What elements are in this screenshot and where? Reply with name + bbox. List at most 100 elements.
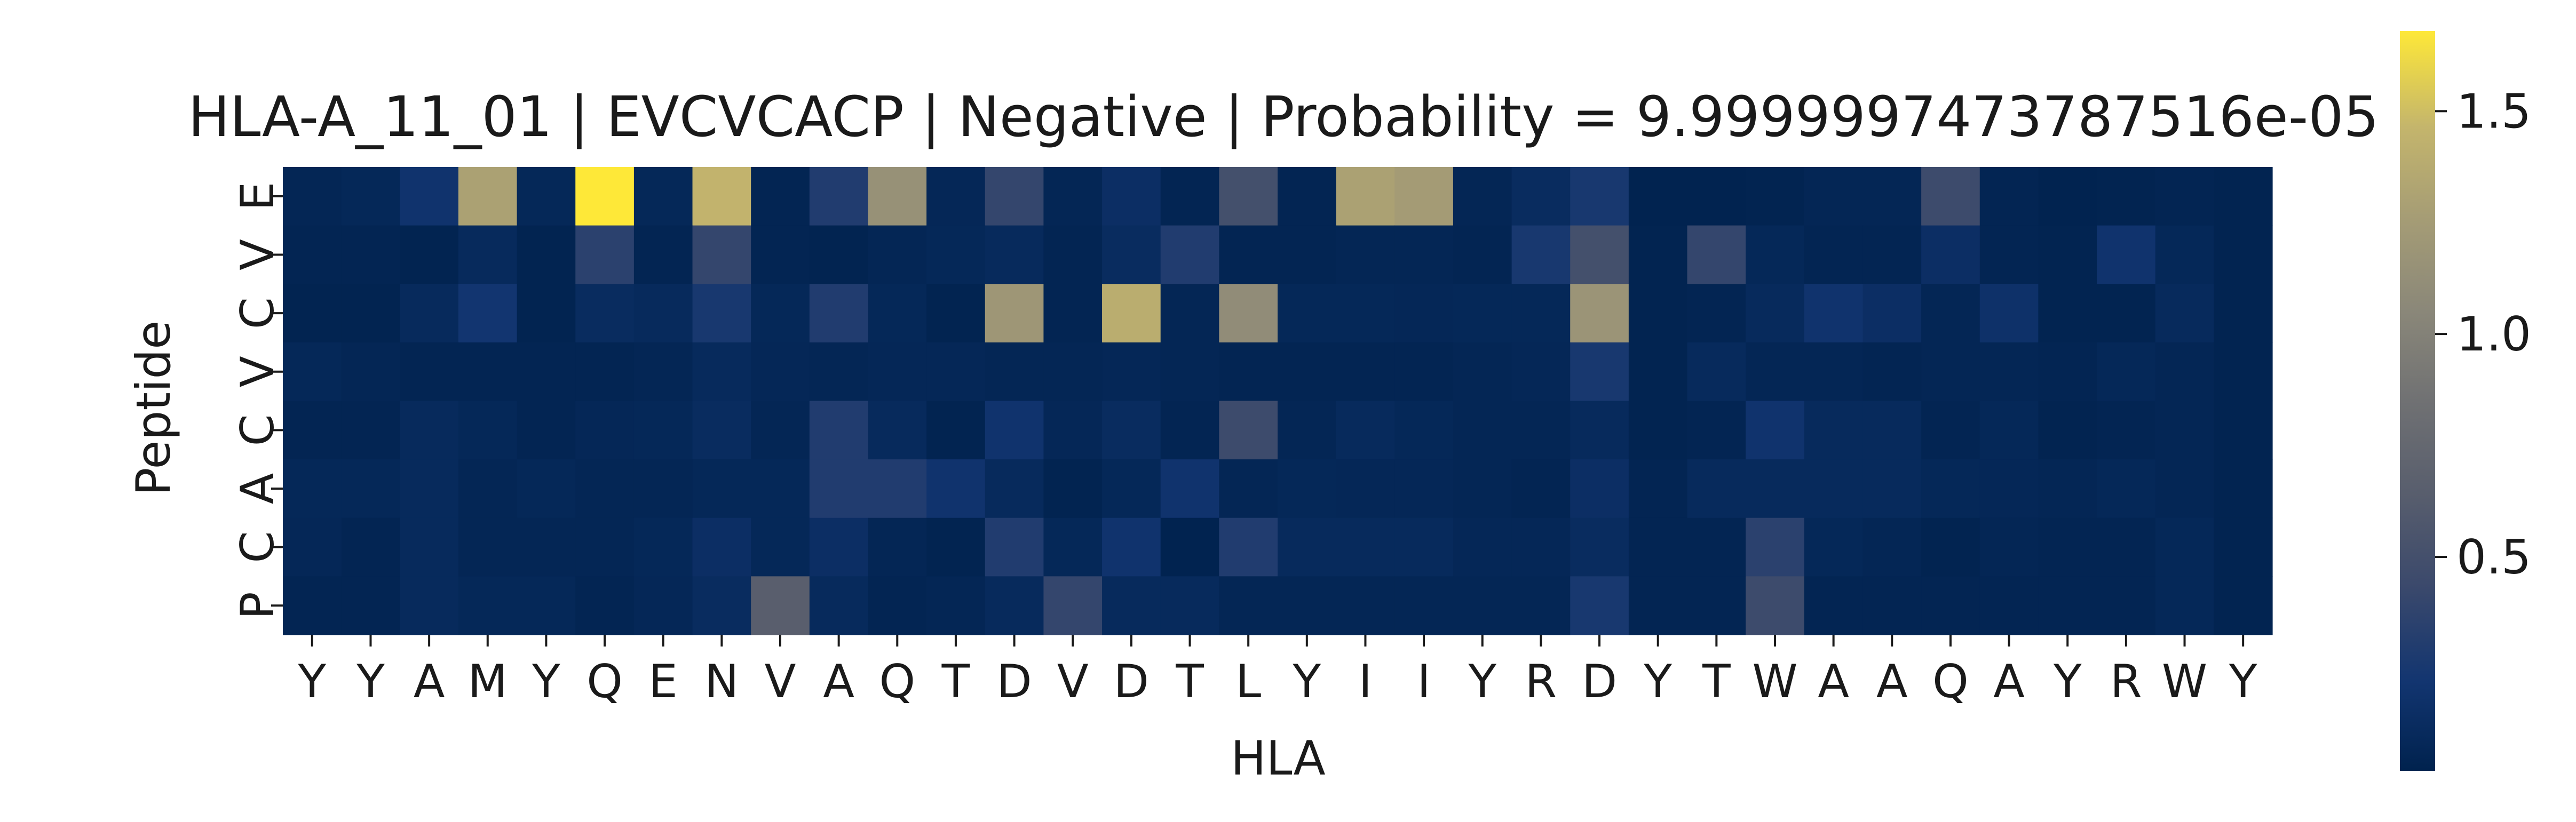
x-tick-label: T xyxy=(941,655,970,708)
x-tick-label: Y xyxy=(532,655,560,708)
heatmap-cell xyxy=(751,459,810,518)
heatmap-cell xyxy=(2097,401,2156,460)
heatmap-cell xyxy=(2097,225,2156,284)
x-tick-label: Y xyxy=(2229,655,2257,708)
heatmap-cell xyxy=(926,401,986,460)
heatmap-cell xyxy=(1453,576,1512,635)
x-tick-label: Y xyxy=(1293,655,1321,708)
heatmap-cell xyxy=(1687,225,1746,284)
heatmap-cell xyxy=(1921,167,1980,226)
heatmap-cell xyxy=(1102,284,1161,343)
x-tick-label: T xyxy=(1175,655,1204,708)
heatmap-cell xyxy=(1687,401,1746,460)
heatmap-cell xyxy=(1160,576,1219,635)
heatmap-cell xyxy=(1862,342,1922,402)
heatmap-cell xyxy=(1979,342,2039,402)
heatmap-cell xyxy=(1570,284,1629,343)
heatmap-cell xyxy=(575,459,635,518)
heatmap-cell xyxy=(283,517,342,577)
heatmap-cell xyxy=(809,167,869,226)
x-tick-label: Q xyxy=(1932,655,1969,708)
y-tick-label: V xyxy=(231,239,284,270)
x-tick-label: Y xyxy=(298,655,327,708)
heatmap-cell xyxy=(633,284,693,343)
heatmap-cell xyxy=(1219,342,1278,402)
heatmap-cell xyxy=(517,284,576,343)
heatmap-cell xyxy=(985,459,1044,518)
heatmap-cell xyxy=(2155,284,2214,343)
heatmap-cell xyxy=(2097,342,2156,402)
heatmap-cell xyxy=(1102,167,1161,226)
heatmap-cell xyxy=(1687,342,1746,402)
heatmap-cell xyxy=(1394,225,1454,284)
heatmap-cell xyxy=(985,401,1044,460)
y-tick-label: C xyxy=(231,297,284,329)
heatmap-cell xyxy=(751,517,810,577)
heatmap-cell xyxy=(1570,517,1629,577)
heatmap-cell xyxy=(1570,401,1629,460)
heatmap-cell xyxy=(1804,401,1864,460)
heatmap-cell xyxy=(341,284,400,343)
y-tick-label: V xyxy=(231,356,284,387)
heatmap-cell xyxy=(2155,225,2214,284)
heatmap-cell xyxy=(926,576,986,635)
heatmap-cell xyxy=(1746,284,1805,343)
heatmap-cell xyxy=(1511,342,1571,402)
heatmap-cell xyxy=(1160,342,1219,402)
heatmap-cell xyxy=(1862,284,1922,343)
heatmap-cell xyxy=(2097,517,2156,577)
heatmap-cell xyxy=(283,342,342,402)
heatmap-cell xyxy=(1394,284,1454,343)
heatmap-cell xyxy=(1043,401,1103,460)
heatmap-cell xyxy=(751,576,810,635)
heatmap-cell xyxy=(1570,342,1629,402)
heatmap-cell xyxy=(1278,284,1337,343)
heatmap-cell xyxy=(1628,401,1688,460)
heatmap-cell xyxy=(1511,225,1571,284)
heatmap-cell xyxy=(1746,517,1805,577)
heatmap-cell xyxy=(1453,459,1512,518)
heatmap-cell xyxy=(633,401,693,460)
heatmap-cell xyxy=(1979,459,2039,518)
heatmap-cell xyxy=(1511,167,1571,226)
heatmap-cell xyxy=(1453,342,1512,402)
heatmap-cell xyxy=(809,517,869,577)
heatmap-cell xyxy=(1804,225,1864,284)
heatmap-cell xyxy=(1160,225,1219,284)
heatmap-cell xyxy=(1219,167,1278,226)
heatmap-cell xyxy=(458,401,518,460)
x-tick-label: N xyxy=(704,655,739,708)
heatmap-cell xyxy=(575,517,635,577)
heatmap-cell xyxy=(1979,517,2039,577)
x-tick-label: W xyxy=(1752,655,1797,708)
heatmap-cell xyxy=(751,284,810,343)
heatmap-cell xyxy=(458,517,518,577)
heatmap-cell xyxy=(809,576,869,635)
heatmap-cell xyxy=(1102,342,1161,402)
heatmap-cell xyxy=(1628,459,1688,518)
heatmap-cell xyxy=(517,342,576,402)
heatmap-cell xyxy=(1336,225,1395,284)
heatmap-cell xyxy=(2214,401,2273,460)
heatmap-cell xyxy=(692,167,751,226)
heatmap-cell xyxy=(2155,167,2214,226)
heatmap-cell xyxy=(692,284,751,343)
heatmap-cell xyxy=(2038,225,2097,284)
heatmap-cell xyxy=(1921,284,1980,343)
heatmap-cell xyxy=(1862,576,1922,635)
heatmap-cell xyxy=(1746,401,1805,460)
colorbar-tick-label: 1.0 xyxy=(2456,307,2531,362)
heatmap-cell xyxy=(1219,517,1278,577)
heatmap-cell xyxy=(1687,576,1746,635)
heatmap-cell xyxy=(575,284,635,343)
heatmap-cell xyxy=(633,517,693,577)
heatmap-cell xyxy=(1394,517,1454,577)
heatmap-cell xyxy=(1336,342,1395,402)
heatmap-cell xyxy=(1628,342,1688,402)
heatmap-cell xyxy=(400,459,459,518)
heatmap-cell xyxy=(926,284,986,343)
heatmap-cell xyxy=(1804,459,1864,518)
heatmap-cell xyxy=(341,576,400,635)
heatmap-cell xyxy=(1921,342,1980,402)
